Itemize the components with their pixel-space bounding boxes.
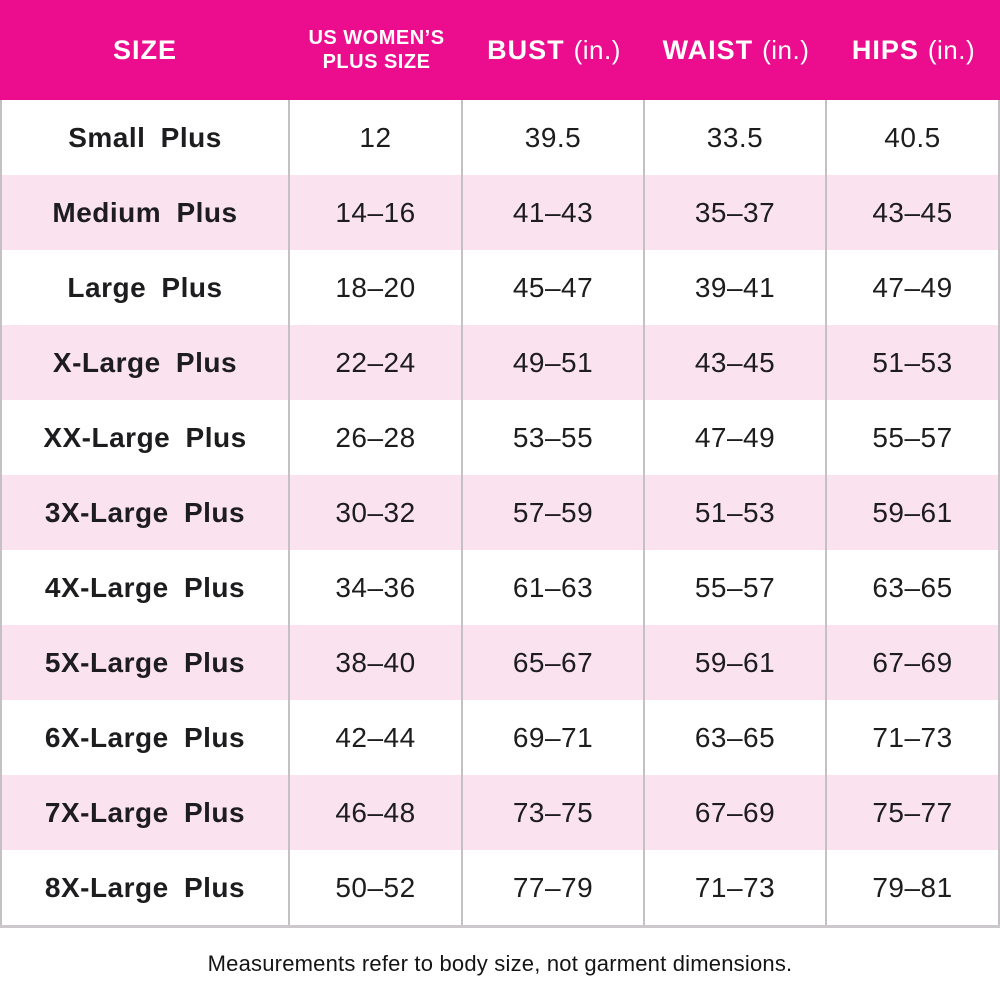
- size-name-cell: 7X-Large Plus: [0, 775, 290, 850]
- bust-cell: 73–75: [463, 775, 645, 850]
- bust-column-label: BUST: [487, 34, 565, 65]
- table-row: XX-Large Plus 26–28 53–55 47–49 55–57: [0, 400, 1000, 475]
- hips-column-label: HIPS: [851, 34, 919, 65]
- waist-cell: 71–73: [645, 850, 827, 925]
- table-body: Small Plus 12 39.5 33.5 40.5 Medium Plus 14–16…: [0, 100, 1000, 928]
- bust-cell: 53–55: [463, 400, 645, 475]
- hips-cell: 75–77: [827, 775, 1000, 850]
- hips-cell: 71–73: [827, 700, 1000, 775]
- bust-cell: 61–63: [463, 550, 645, 625]
- size-name-cell: X-Large Plus: [0, 325, 290, 400]
- bust-cell: 49–51: [463, 325, 645, 400]
- size-name-cell: 6X-Large Plus: [0, 700, 290, 775]
- hips-cell: 79–81: [827, 850, 1000, 925]
- table-row: 5X-Large Plus 38–40 65–67 59–61 67–69: [0, 625, 1000, 700]
- bust-cell: 69–71: [463, 700, 645, 775]
- us-plus-size-cell: 26–28: [290, 400, 463, 475]
- us-plus-size-cell: 46–48: [290, 775, 463, 850]
- us-plus-size-cell: 50–52: [290, 850, 463, 925]
- size-name-cell: Medium Plus: [0, 175, 290, 250]
- us-plus-size-cell: 34–36: [290, 550, 463, 625]
- bust-cell: 39.5: [463, 100, 645, 175]
- bust-cell: 65–67: [463, 625, 645, 700]
- size-name-cell: Small Plus: [0, 100, 290, 175]
- size-name-cell: 3X-Large Plus: [0, 475, 290, 550]
- waist-column-label: WAIST: [662, 34, 754, 65]
- waist-cell: 63–65: [645, 700, 827, 775]
- us-plus-size-cell: 30–32: [290, 475, 463, 550]
- hips-cell: 43–45: [827, 175, 1000, 250]
- hips-cell: 47–49: [827, 250, 1000, 325]
- us-plus-size-cell: 14–16: [290, 175, 463, 250]
- table-row: Medium Plus 14–16 41–43 35–37 43–45: [0, 175, 1000, 250]
- table-row: X-Large Plus 22–24 49–51 43–45 51–53: [0, 325, 1000, 400]
- waist-cell: 55–57: [645, 550, 827, 625]
- header-cell-size: SIZE: [0, 0, 290, 100]
- size-name-cell: Large Plus: [0, 250, 290, 325]
- header-cell-hips: HIPS (in.): [827, 0, 1000, 100]
- waist-cell: 43–45: [645, 325, 827, 400]
- table-row: 4X-Large Plus 34–36 61–63 55–57 63–65: [0, 550, 1000, 625]
- us-plus-size-cell: 22–24: [290, 325, 463, 400]
- header-cell-waist: WAIST (in.): [645, 0, 827, 100]
- table-row: 8X-Large Plus 50–52 77–79 71–73 79–81: [0, 850, 1000, 925]
- bust-cell: 57–59: [463, 475, 645, 550]
- table-row: 3X-Large Plus 30–32 57–59 51–53 59–61: [0, 475, 1000, 550]
- hips-cell: 40.5: [827, 100, 1000, 175]
- header-cell-bust: BUST (in.): [463, 0, 645, 100]
- bust-cell: 77–79: [463, 850, 645, 925]
- waist-cell: 51–53: [645, 475, 827, 550]
- us-plus-size-label-line1: US WOMEN’S: [308, 27, 445, 49]
- us-plus-size-cell: 12: [290, 100, 463, 175]
- waist-cell: 33.5: [645, 100, 827, 175]
- waist-cell: 35–37: [645, 175, 827, 250]
- bust-cell: 41–43: [463, 175, 645, 250]
- hips-cell: 59–61: [827, 475, 1000, 550]
- size-name-cell: 4X-Large Plus: [0, 550, 290, 625]
- us-plus-size-cell: 18–20: [290, 250, 463, 325]
- table-row: 6X-Large Plus 42–44 69–71 63–65 71–73: [0, 700, 1000, 775]
- hips-unit-label: (in.): [927, 34, 976, 65]
- hips-cell: 67–69: [827, 625, 1000, 700]
- waist-cell: 39–41: [645, 250, 827, 325]
- measurement-footnote: Measurements refer to body size, not gar…: [207, 951, 793, 976]
- waist-unit-label: (in.): [762, 34, 810, 65]
- hips-cell: 63–65: [827, 550, 1000, 625]
- size-name-cell: 8X-Large Plus: [0, 850, 290, 925]
- size-name-cell: 5X-Large Plus: [0, 625, 290, 700]
- us-plus-size-cell: 42–44: [290, 700, 463, 775]
- hips-cell: 51–53: [827, 325, 1000, 400]
- size-column-label: SIZE: [112, 34, 177, 65]
- waist-cell: 67–69: [645, 775, 827, 850]
- table-row: Large Plus 18–20 45–47 39–41 47–49: [0, 250, 1000, 325]
- size-name-cell: XX-Large Plus: [0, 400, 290, 475]
- bust-cell: 45–47: [463, 250, 645, 325]
- table-row: Small Plus 12 39.5 33.5 40.5: [0, 100, 1000, 175]
- waist-cell: 47–49: [645, 400, 827, 475]
- hips-cell: 55–57: [827, 400, 1000, 475]
- us-plus-size-cell: 38–40: [290, 625, 463, 700]
- table-row: 7X-Large Plus 46–48 73–75 67–69 75–77: [0, 775, 1000, 850]
- header-cell-us-plus-size: US WOMEN’S PLUS SIZE: [290, 0, 463, 100]
- waist-cell: 59–61: [645, 625, 827, 700]
- table-header: SIZE US WOMEN’S PLUS SIZE BUST (in.) WAI…: [0, 0, 1000, 100]
- us-plus-size-label-line2: PLUS SIZE: [322, 51, 431, 73]
- bust-unit-label: (in.): [573, 34, 621, 65]
